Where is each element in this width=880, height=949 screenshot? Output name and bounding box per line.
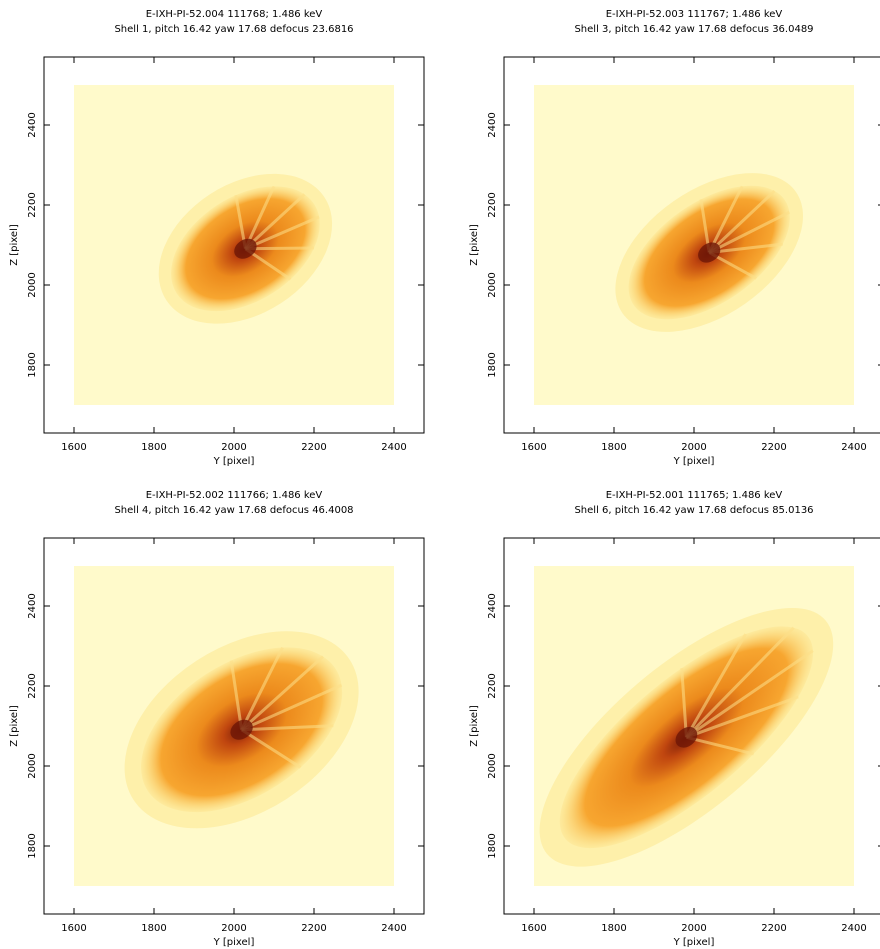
y-tick-label: 2200 <box>27 673 38 698</box>
x-tick-label: 2400 <box>841 442 866 453</box>
x-tick-label: 2000 <box>221 442 246 453</box>
y-tick-label: 2200 <box>487 192 498 217</box>
psf-ray <box>680 667 688 738</box>
x-tick-label: 2400 <box>381 442 406 453</box>
x-tick-label: 2200 <box>301 923 326 934</box>
psf-image <box>539 607 834 867</box>
y-tick-label: 2400 <box>27 112 38 137</box>
psf-ray <box>244 193 306 250</box>
y-axis-label: Z [pixel] <box>469 224 480 266</box>
y-axis-label: Z [pixel] <box>469 705 480 747</box>
chart-subtitle: Shell 4, pitch 16.42 yaw 17.68 defocus 4… <box>114 505 353 516</box>
chart-subtitle: Shell 3, pitch 16.42 yaw 17.68 defocus 3… <box>574 24 813 35</box>
y-tick-label: 1800 <box>487 352 498 377</box>
y-axis-label: Z [pixel] <box>9 224 20 266</box>
x-tick-label: 1600 <box>521 442 546 453</box>
psf-image <box>615 173 803 332</box>
y-tick-label: 1800 <box>27 833 38 858</box>
panel: E-IXH-PI-52.002 111766; 1.486 keV Shell 4… <box>9 490 425 948</box>
psf-ray <box>685 626 795 739</box>
x-tick-label: 1600 <box>61 442 86 453</box>
psf-ray <box>708 189 776 254</box>
psf-center <box>230 719 253 740</box>
y-tick-label: 1800 <box>27 352 38 377</box>
psf-ray <box>240 655 325 731</box>
y-tick-label: 2000 <box>487 753 498 778</box>
psf-center <box>234 238 257 259</box>
y-tick-label: 2200 <box>487 673 498 698</box>
psf-ray <box>685 633 747 739</box>
x-tick-label: 2400 <box>381 923 406 934</box>
x-tick-label: 1800 <box>601 923 626 934</box>
x-tick-label: 2400 <box>841 923 866 934</box>
x-axis-label: Y [pixel] <box>673 937 715 948</box>
x-axis-label: Y [pixel] <box>213 456 255 467</box>
y-tick-label: 2000 <box>27 272 38 297</box>
psf-ray <box>244 185 276 250</box>
psf-ray <box>240 683 343 732</box>
x-tick-label: 2000 <box>681 442 706 453</box>
psf-ray <box>685 649 814 739</box>
chart-title: E-IXH-PI-52.002 111766; 1.486 keV <box>146 490 323 501</box>
psf-image <box>158 173 333 324</box>
psf-ray <box>241 724 334 732</box>
x-tick-label: 1800 <box>141 923 166 934</box>
psf-ray <box>686 735 755 756</box>
panel: E-IXH-PI-52.004 111768; 1.486 keV Shell 1… <box>9 9 425 467</box>
y-tick-label: 2000 <box>487 272 498 297</box>
psf-center <box>698 242 721 263</box>
y-tick-label: 2200 <box>27 192 38 217</box>
psf-ray <box>709 242 783 255</box>
chart-title: E-IXH-PI-52.004 111768; 1.486 keV <box>146 9 323 20</box>
y-tick-label: 2400 <box>487 112 498 137</box>
x-tick-label: 2200 <box>761 442 786 453</box>
y-axis-label: Z [pixel] <box>9 705 20 747</box>
panel: E-IXH-PI-52.001 111765; 1.486 keV Shell 6… <box>469 490 880 948</box>
chart-subtitle: Shell 1, pitch 16.42 yaw 17.68 defocus 2… <box>114 24 353 35</box>
x-tick-label: 2200 <box>301 442 326 453</box>
psf-image <box>124 631 359 829</box>
x-tick-label: 1800 <box>601 442 626 453</box>
psf-ray <box>707 185 744 254</box>
x-tick-label: 2000 <box>681 923 706 934</box>
chart-title: E-IXH-PI-52.003 111767; 1.486 keV <box>606 9 783 20</box>
psf-ray <box>229 660 244 730</box>
y-tick-label: 2400 <box>487 593 498 618</box>
psf-ray <box>685 695 799 739</box>
psf-center <box>675 726 698 748</box>
y-tick-label: 2000 <box>27 753 38 778</box>
y-tick-label: 1800 <box>487 833 498 858</box>
psf-ray <box>240 646 284 731</box>
x-tick-label: 2200 <box>761 923 786 934</box>
x-axis-label: Y [pixel] <box>213 937 255 948</box>
x-axis-label: Y [pixel] <box>673 456 715 467</box>
panel: E-IXH-PI-52.003 111767; 1.486 keV Shell 3… <box>469 9 880 467</box>
psf-ray <box>245 246 315 251</box>
chart-subtitle: Shell 6, pitch 16.42 yaw 17.68 defocus 8… <box>574 505 813 516</box>
y-tick-label: 2400 <box>27 593 38 618</box>
x-tick-label: 1800 <box>141 442 166 453</box>
x-tick-label: 1600 <box>61 923 86 934</box>
x-tick-label: 2000 <box>221 923 246 934</box>
psf-ray <box>244 215 320 251</box>
chart-title: E-IXH-PI-52.001 111765; 1.486 keV <box>606 490 783 501</box>
psf-ray <box>240 728 302 769</box>
x-tick-label: 1600 <box>521 923 546 934</box>
psf-ray <box>708 210 791 254</box>
